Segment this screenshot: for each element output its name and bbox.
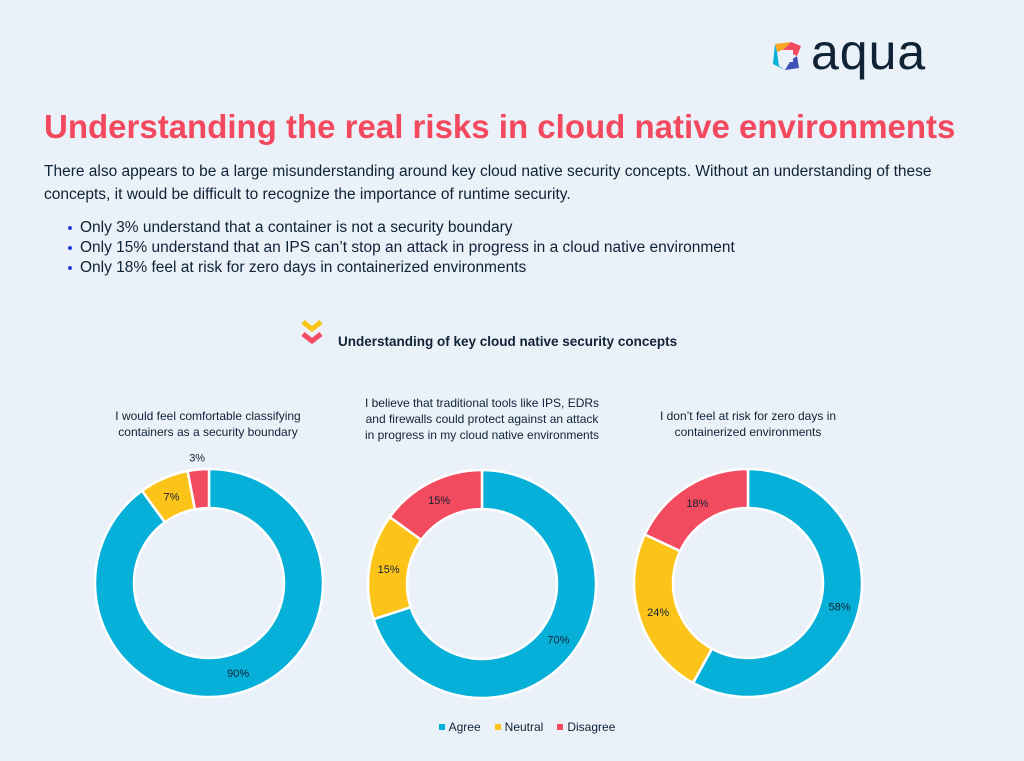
donut-1-label-disagree: 3% [189, 453, 205, 465]
donut-1-slice-agree [93, 467, 325, 699]
aqua-logo-mark-icon [773, 42, 801, 70]
list-item: Only 15% understand that an IPS can’t st… [68, 238, 735, 258]
donut-1-label-agree: 90% [227, 668, 249, 680]
legend-label-agree: Agree [448, 720, 481, 734]
double-chevron-down-icon [301, 320, 323, 345]
legend-item-disagree: Disagree [557, 720, 615, 734]
donut-3-label-disagree: 18% [686, 498, 708, 510]
intro-paragraph: There also appears to be a large misunde… [44, 163, 932, 203]
legend-swatch-neutral [494, 724, 501, 730]
page-title: Understanding the real risks in cloud na… [44, 108, 956, 145]
donut-3-label-neutral: 24% [647, 607, 669, 619]
donut-3-slice-neutral [632, 532, 714, 685]
chart-heading-text: Understanding of key cloud native securi… [338, 334, 678, 349]
aqua-logo: aqua [771, 24, 931, 85]
donut-2-slice-disagree [388, 468, 484, 542]
legend-item-agree: Agree [438, 720, 481, 734]
key-findings-list: Only 3% understand that a container is n… [68, 218, 735, 278]
donut-2-slice-agree [372, 468, 598, 700]
donut-1-slice-disagree [186, 467, 211, 511]
donut-3-slice-disagree [643, 467, 750, 553]
donut-2-label-disagree: 15% [428, 495, 450, 507]
donut-1-slice-neutral [140, 469, 197, 525]
list-item: Only 3% understand that a container is n… [68, 218, 735, 238]
brand-name: aqua [811, 24, 927, 80]
donut-2-slice-neutral [366, 515, 424, 621]
donut-1-label-neutral: 7% [164, 491, 180, 503]
legend-swatch-disagree [557, 724, 564, 730]
chart-legend: Agree Neutral Disagree [0, 720, 1024, 734]
donut-2-label-agree: 70% [547, 635, 569, 647]
legend-item-neutral: Neutral [494, 720, 544, 734]
list-item: Only 18% feel at risk for zero days in c… [68, 258, 735, 278]
legend-label-disagree: Disagree [567, 720, 616, 734]
legend-swatch-agree [438, 724, 445, 730]
donut-3-title: I don’t feel at risk for zero days in co… [659, 409, 837, 439]
donut-3-label-agree: 58% [829, 602, 851, 614]
donut-3-slice-agree [691, 467, 864, 699]
donut-2-label-neutral: 15% [378, 564, 400, 576]
legend-label-neutral: Neutral [504, 720, 544, 734]
donut-2-title: I believe that traditional tools like IP… [364, 396, 600, 442]
donut-1-title: I would feel comfortable classifying con… [115, 409, 301, 439]
